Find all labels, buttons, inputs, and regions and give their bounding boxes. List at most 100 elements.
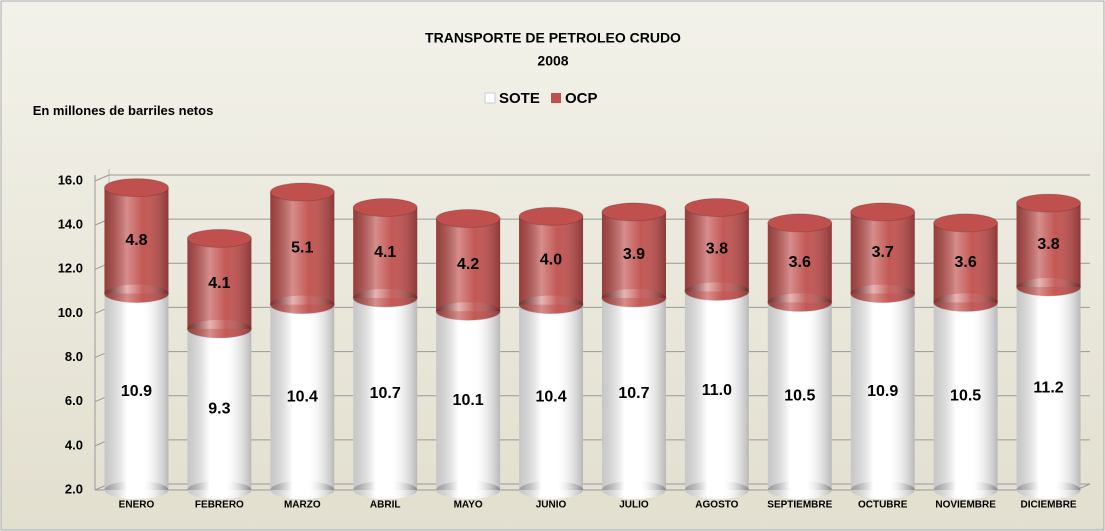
shading <box>104 187 169 294</box>
shading <box>933 302 998 490</box>
data-label: 4.8 <box>125 232 147 249</box>
shading <box>519 216 584 305</box>
shading <box>187 238 252 329</box>
shading-bottom <box>270 295 335 314</box>
shading <box>353 207 418 298</box>
shading <box>850 211 915 294</box>
cylinder-top <box>186 228 252 248</box>
shading-bottom <box>933 293 998 312</box>
shading <box>187 328 252 490</box>
x-tick-label: JUNIO <box>536 500 567 511</box>
data-label: 3.6 <box>955 254 977 271</box>
x-tick-label: SEPTIEMBRE <box>767 500 832 511</box>
data-label: 10.9 <box>121 383 152 400</box>
x-tick-label: ENERO <box>119 500 155 511</box>
cylinder-top <box>435 209 501 229</box>
shading <box>270 304 335 490</box>
shading <box>601 297 666 490</box>
shading <box>767 222 832 303</box>
shading <box>436 311 501 490</box>
data-label: 3.8 <box>1037 236 1059 253</box>
shading-bottom <box>767 481 832 499</box>
data-label: 10.9 <box>867 383 898 400</box>
data-label: 5.1 <box>291 240 313 257</box>
shading-bottom <box>1016 481 1081 499</box>
cylinder-top <box>601 202 667 222</box>
data-label: 4.1 <box>208 275 230 292</box>
x-tick-label: JULIO <box>619 500 649 511</box>
data-label: 3.7 <box>872 244 894 261</box>
shading <box>1016 203 1081 287</box>
x-tick-label: ABRIL <box>370 500 401 511</box>
shading-bottom <box>436 302 501 321</box>
shading-bottom <box>353 481 418 499</box>
shading-bottom <box>767 293 832 312</box>
shading-bottom <box>850 481 915 499</box>
shading <box>601 211 666 298</box>
chart-title: TRANSPORTE DE PETROLEO CRUDO <box>425 30 681 46</box>
data-label: 10.4 <box>287 389 318 406</box>
data-label: 3.8 <box>706 241 728 258</box>
shading <box>684 207 749 292</box>
shading-bottom <box>104 284 169 303</box>
legend-swatch <box>551 93 561 103</box>
data-label: 11.0 <box>702 382 732 399</box>
data-label: 10.4 <box>535 389 566 406</box>
shading-bottom <box>684 282 749 301</box>
shading-bottom <box>684 481 749 499</box>
grid-depth <box>94 174 110 182</box>
data-label: 9.3 <box>208 401 230 418</box>
x-tick-label: NOVIEMBRE <box>935 500 996 511</box>
legend-label: SOTE <box>499 90 540 107</box>
shading <box>767 302 832 490</box>
shading-bottom <box>601 288 666 307</box>
shading-bottom <box>187 481 252 499</box>
legend-swatch <box>484 92 496 104</box>
cylinder-top <box>933 213 999 233</box>
cylinder-top <box>103 178 169 198</box>
shading-bottom <box>933 481 998 499</box>
shading-bottom <box>436 481 501 499</box>
x-tick-label: AGOSTO <box>695 500 738 511</box>
data-label: 10.7 <box>370 385 401 402</box>
cylinder-top <box>352 197 418 217</box>
shading-bottom <box>104 481 169 499</box>
shading-bottom <box>187 319 252 338</box>
chart-subtitle: 2008 <box>537 53 568 69</box>
x-tick-label: FEBRERO <box>195 500 244 511</box>
shading-bottom <box>850 284 915 303</box>
data-label: 3.6 <box>789 254 811 271</box>
y-tick-label: 6.0 <box>65 393 83 408</box>
data-label: 3.9 <box>623 246 645 263</box>
shading <box>850 293 915 490</box>
y-tick-label: 16.0 <box>58 172 83 187</box>
x-tick-label: MAYO <box>454 500 483 511</box>
shading <box>1016 286 1081 490</box>
data-label: 4.2 <box>457 256 479 273</box>
cylinder-top <box>684 197 750 217</box>
data-label: 10.7 <box>618 385 649 402</box>
shading <box>519 304 584 490</box>
shading <box>933 222 998 303</box>
shading <box>436 218 501 312</box>
shading-bottom <box>1016 277 1081 296</box>
shading-bottom <box>353 288 418 307</box>
y-tick-label: 12.0 <box>58 261 83 276</box>
data-label: 10.5 <box>950 387 981 404</box>
y-tick-label: 4.0 <box>65 437 83 452</box>
cylinder-top <box>850 202 916 222</box>
shading <box>684 291 749 490</box>
data-label: 11.2 <box>1033 380 1063 397</box>
y-axis-label: En millones de barriles netos <box>32 103 214 118</box>
y-tick-label: 10.0 <box>58 305 83 320</box>
y-tick-label: 8.0 <box>65 349 83 364</box>
y-tick-label: 14.0 <box>58 217 83 232</box>
shading <box>104 293 169 490</box>
data-label: 10.1 <box>453 392 484 409</box>
cylinder-top <box>1016 193 1082 213</box>
shading <box>353 297 418 490</box>
x-tick-label: OCTUBRE <box>858 500 908 511</box>
cylinder-top <box>518 206 584 226</box>
shading <box>270 192 335 305</box>
